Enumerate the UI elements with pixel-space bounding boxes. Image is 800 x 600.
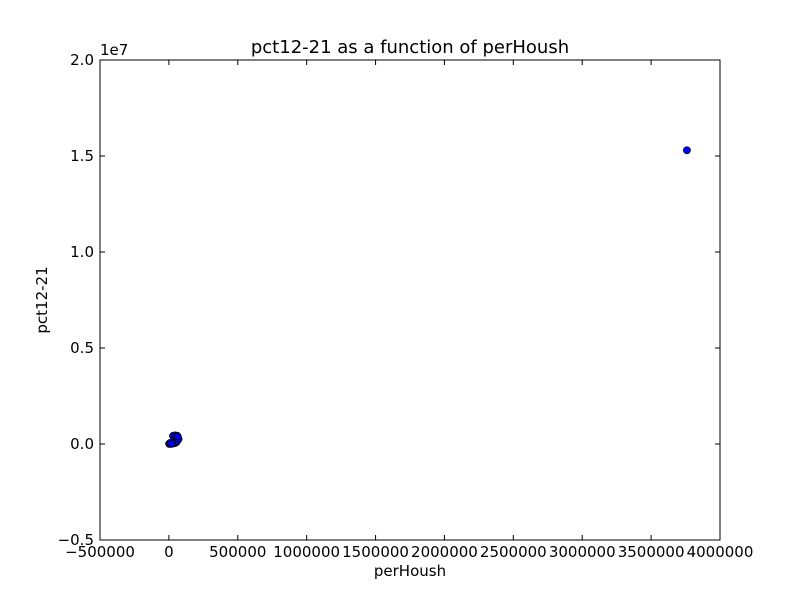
x-tick-label: 2500000 [480, 543, 547, 561]
y-tick-label: 1.0 [70, 243, 94, 261]
scatter-point [167, 439, 176, 448]
x-tick-label: 500000 [209, 543, 266, 561]
x-tick-label: 1500000 [342, 543, 409, 561]
y-tick-label: −0.5 [58, 531, 94, 549]
x-tick-label: 2000000 [411, 543, 478, 561]
y-tick-label: 0.0 [70, 435, 94, 453]
axis-ticks: −500000 0 500000 1000000 1500000 2000000 25000… [58, 51, 754, 561]
x-tick-label: 4000000 [687, 543, 754, 561]
chart-title: pct12-21 as a function of perHoush [251, 37, 569, 58]
y-tick-label: 1.5 [70, 147, 94, 165]
plot-area [100, 60, 720, 540]
scatter-point [683, 146, 691, 155]
x-axis-label: perHoush [374, 562, 446, 580]
y-tick-label: 0.5 [70, 339, 94, 357]
y-axis-label: pct12-21 [33, 266, 51, 333]
y-offset-label: 1e7 [100, 41, 128, 59]
y-tick-label: 2.0 [70, 51, 94, 69]
plot-frame [99, 59, 721, 541]
x-tick-label: −500000 [65, 543, 135, 561]
data-points [165, 146, 691, 448]
scatter-point [173, 432, 182, 441]
x-tick-label: 3000000 [549, 543, 616, 561]
x-tick-label: 0 [164, 543, 174, 561]
x-tick-label: 3500000 [618, 543, 685, 561]
x-tick-label: 1000000 [273, 543, 340, 561]
